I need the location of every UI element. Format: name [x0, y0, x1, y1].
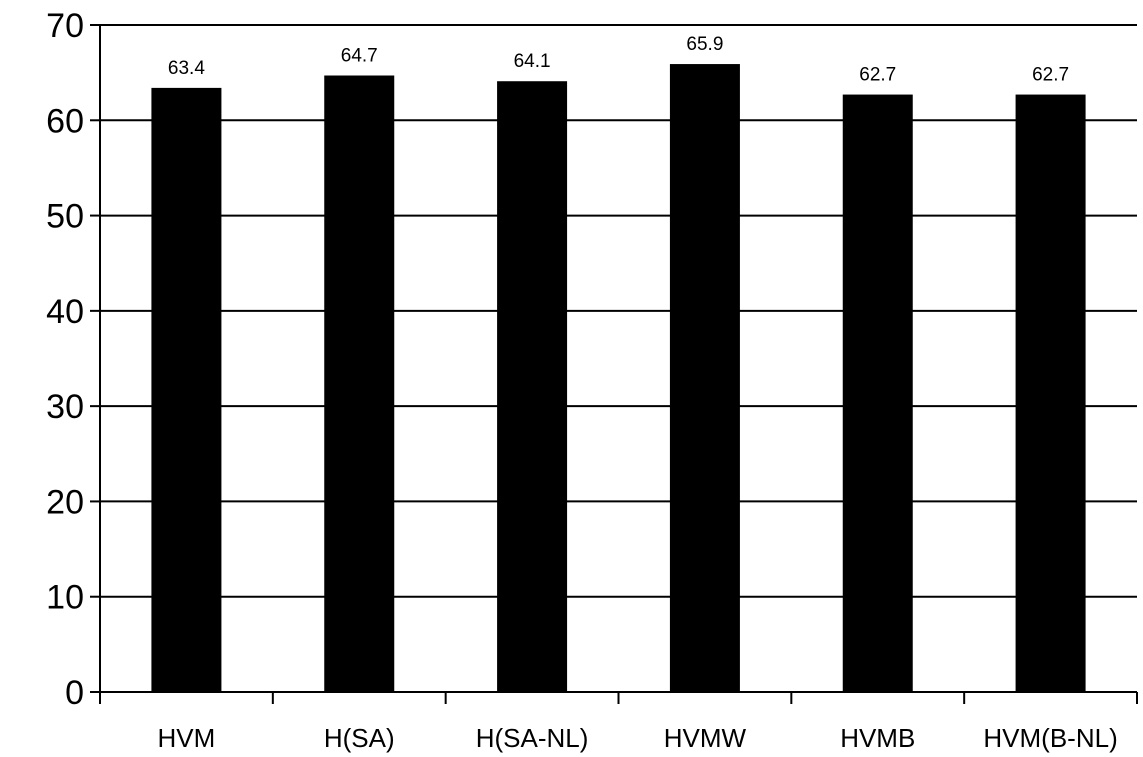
bars: [151, 64, 1086, 693]
data-label: 62.7: [1032, 65, 1069, 86]
y-tick-label: 10: [46, 579, 84, 617]
axes: [90, 24, 1138, 704]
x-category-label: HVMB: [840, 723, 915, 753]
gridlines: [100, 24, 1137, 598]
x-category-label: H(SA-NL): [476, 723, 589, 753]
x-category-label: HVM(B-NL): [983, 723, 1117, 753]
y-tick-label: 70: [46, 7, 84, 45]
data-label: 64.1: [514, 51, 551, 72]
bar-h-sa: [324, 75, 395, 693]
labels: 0 10 20 30 40 50 60 70 63.4 HVM 64.7 H(SA) 64.1 H(SA-…: [46, 7, 1118, 753]
bar-hvm: [151, 87, 222, 693]
data-label: 64.7: [341, 46, 378, 67]
bar-hvmb: [842, 94, 913, 692]
y-tick-label: 30: [46, 388, 84, 426]
bar-hvmw: [669, 64, 740, 693]
x-category-label: HVM: [158, 723, 216, 753]
y-tick-label: 60: [46, 102, 84, 140]
data-label: 62.7: [859, 65, 896, 86]
y-tick-label: 50: [46, 198, 84, 236]
x-category-label: HVMW: [664, 723, 747, 753]
data-label: 65.9: [686, 34, 723, 55]
data-label: 63.4: [168, 58, 205, 79]
bar-h-sa-nl: [497, 81, 568, 693]
y-tick-label: 20: [46, 483, 84, 521]
y-tick-label: 40: [46, 293, 84, 331]
y-tick-label: 0: [65, 674, 84, 712]
x-category-label: H(SA): [324, 723, 395, 753]
bar-hvm-b-nl: [1015, 94, 1086, 692]
